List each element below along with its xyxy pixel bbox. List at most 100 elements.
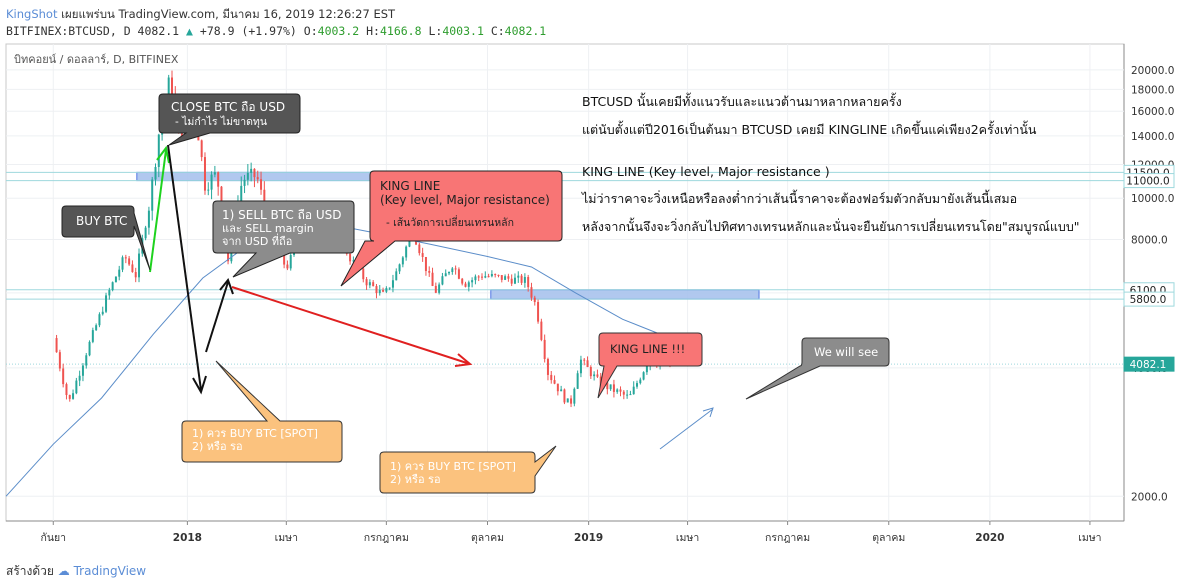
spot-buy-1-text-2: 2) หรือ รอ	[192, 440, 243, 453]
candle-body	[471, 280, 474, 283]
candle-body	[134, 272, 137, 278]
candle-body	[250, 168, 253, 173]
change-value: +78.9 (+1.97%)	[199, 24, 297, 38]
candle-body	[408, 237, 411, 247]
candle-body	[253, 168, 256, 178]
callout-king-line[interactable]: KING LINE (Key level, Major resistance) …	[340, 170, 563, 287]
candle-body	[286, 264, 289, 269]
candle-body	[391, 280, 394, 288]
candle-body	[530, 287, 533, 298]
candle-body	[95, 325, 98, 331]
candle-body	[349, 253, 352, 262]
candle-body	[533, 297, 536, 303]
candle-body	[622, 391, 625, 395]
close-label: C:	[490, 24, 505, 38]
callout-king-line-excl[interactable]: KING LINE !!!	[597, 332, 703, 399]
candle-body	[632, 386, 635, 395]
candle-body	[490, 274, 493, 277]
candle-body	[645, 366, 648, 373]
time-tick-label: กรกฎาคม	[364, 532, 409, 544]
candle-body	[636, 383, 639, 387]
projection-arrow-head	[702, 407, 714, 418]
candle-body	[72, 393, 75, 399]
explanation-line-5: หลังจากนั้นจึงจะวิ่งกลับไปทิศทางเทรนหลัก…	[582, 217, 1080, 235]
time-tick-label: 2018	[173, 532, 202, 544]
low-value: 4003.1	[442, 24, 484, 38]
candle-body	[523, 277, 526, 283]
candle-body	[642, 372, 645, 380]
black-arrow-up-head	[219, 277, 234, 295]
candle-body	[203, 157, 206, 191]
author-name[interactable]: KingShot	[6, 7, 58, 21]
king-line-excl-text: KING LINE !!!	[610, 342, 685, 356]
candle-body	[124, 257, 127, 259]
spot-buy-1-text-1: 1) ควร BUY BTC [SPOT]	[192, 427, 318, 440]
candle-body	[616, 389, 619, 392]
callout-we-will-see[interactable]: We will see	[745, 337, 890, 400]
candle-body	[101, 311, 104, 315]
candle-body	[138, 253, 141, 278]
callout-sell-btc[interactable]: 1) SELL BTC ถือ USD และ SELL margin จาก …	[212, 200, 355, 278]
callout-spot-buy-2[interactable]: 1) ควร BUY BTC [SPOT] 2) หรือ รอ	[379, 445, 557, 494]
candle-body	[213, 172, 216, 175]
candle-body	[619, 389, 622, 392]
candle-body	[461, 278, 464, 284]
candle-body	[368, 282, 371, 286]
explanation-line-1: BTCUSD นั้นเคยมีทั้งแนวรับและแนวต้านมาหล…	[582, 92, 902, 109]
candle-body	[78, 375, 81, 381]
candle-body	[593, 374, 596, 377]
time-tick-label: เมษา	[676, 532, 699, 544]
candle-body	[576, 373, 579, 389]
candle-body	[105, 295, 108, 312]
candle-body	[68, 395, 71, 399]
green-arrow-head	[156, 145, 170, 164]
time-tick-label: เมษา	[275, 532, 298, 544]
tradingview-cloud-icon: ☁	[57, 564, 70, 578]
candle-body	[570, 398, 573, 404]
price-tick-label: 14000.0	[1131, 131, 1174, 143]
price-tick-label: 16000.0	[1131, 106, 1174, 118]
candle-body	[372, 282, 375, 287]
candle-body	[289, 254, 292, 269]
candle-body	[365, 279, 368, 286]
candle-body	[500, 275, 503, 280]
time-tick-label: ตุลาคม	[471, 532, 504, 544]
candle-body	[481, 276, 484, 278]
open-label: O:	[303, 24, 318, 38]
candle-body	[474, 276, 477, 281]
callout-close-btc[interactable]: CLOSE BTC ถือ USD - ไม่กำไร ไม่ขาดทุน	[158, 93, 301, 146]
candle-body	[520, 275, 523, 283]
candle-body	[421, 253, 424, 257]
candle-body	[227, 248, 230, 262]
candle-body	[550, 374, 553, 381]
sell-btc-text-2: และ SELL margin	[222, 222, 314, 235]
up-arrow-icon: ▲	[186, 24, 193, 38]
candle-body	[546, 358, 549, 375]
open-value: 4003.2	[317, 24, 360, 38]
candle-body	[263, 189, 266, 209]
candle-body	[497, 274, 500, 276]
projection-arrow	[659, 408, 714, 450]
high-label: H:	[366, 24, 380, 38]
candle-body	[579, 359, 582, 374]
candle-body	[62, 368, 65, 385]
explanation-line-3: KING LINE (Key level, Major resistance )	[582, 164, 830, 179]
sell-btc-text-1: 1) SELL BTC ถือ USD	[222, 208, 342, 222]
candle-body	[454, 268, 457, 270]
callout-buy-btc[interactable]: BUY BTC	[61, 205, 151, 271]
candle-body	[566, 398, 569, 403]
time-tick-label: กันยา	[40, 532, 66, 544]
price-level-value: 4082.1	[1130, 359, 1167, 371]
tradingview-link[interactable]: TradingView	[73, 564, 147, 578]
candle-body	[444, 273, 447, 277]
candle-body	[527, 277, 530, 288]
candle-body	[147, 210, 150, 228]
candle-body	[180, 133, 183, 137]
candle-body	[428, 271, 431, 273]
price-level-value: 5800.0	[1130, 294, 1167, 306]
black-arrow-up	[205, 281, 229, 353]
candle-body	[434, 285, 437, 293]
callout-spot-buy-1[interactable]: 1) ควร BUY BTC [SPOT] 2) หรือ รอ	[181, 360, 343, 463]
